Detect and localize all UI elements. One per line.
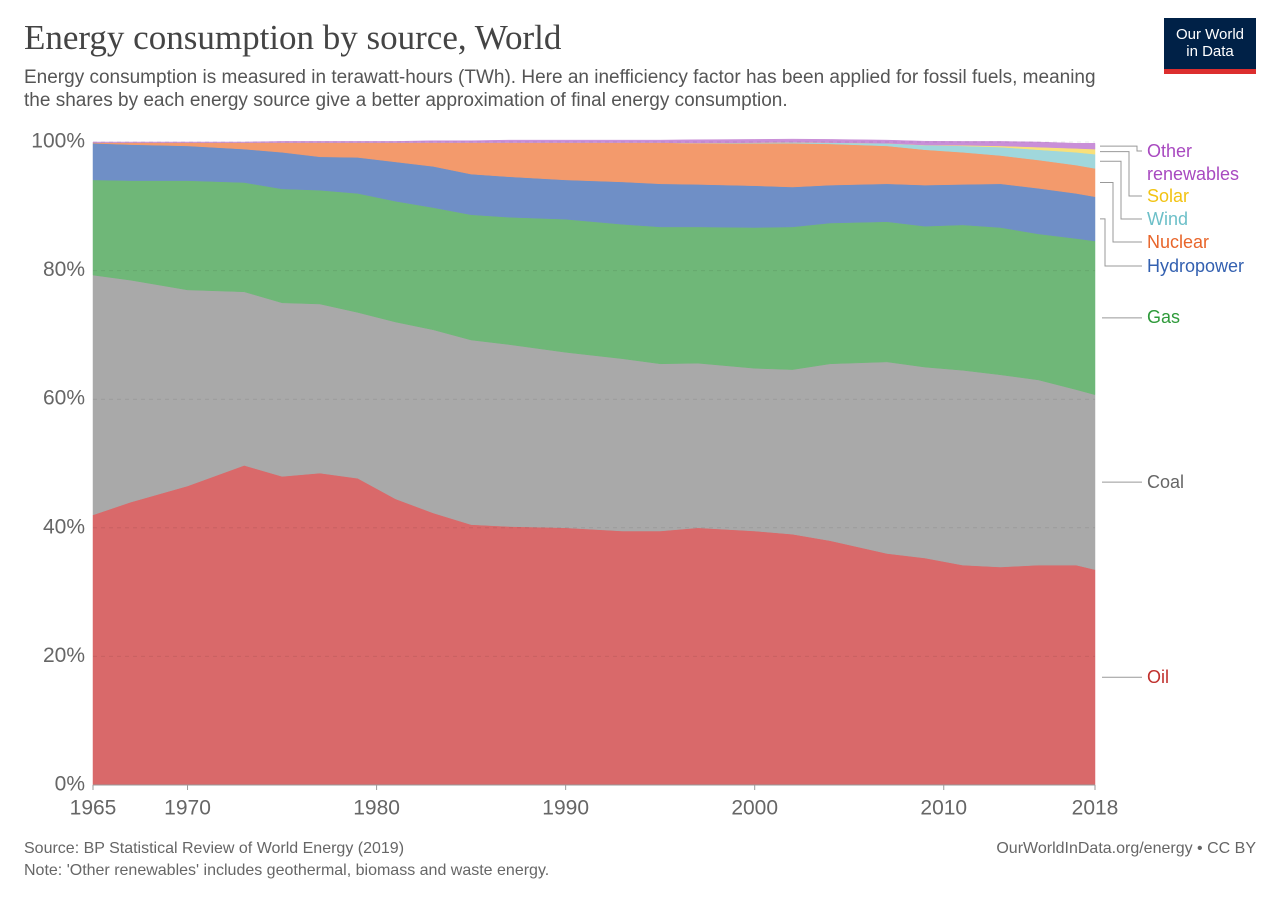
series-label[interactable]: Nuclear xyxy=(1147,231,1210,252)
label-connector xyxy=(1100,151,1142,197)
x-tick-label: 2000 xyxy=(731,797,778,820)
y-tick-label: 20% xyxy=(43,644,85,667)
y-tick-label: 60% xyxy=(43,387,85,410)
series-label[interactable]: Wind xyxy=(1147,208,1189,229)
series-label[interactable]: Solar xyxy=(1147,185,1190,206)
chart-title: Energy consumption by source, World xyxy=(24,18,562,57)
label-connector xyxy=(1100,218,1142,267)
logo[interactable]: Our World in Data xyxy=(1164,18,1256,74)
x-tick-label: 1980 xyxy=(353,797,400,820)
y-tick-label: 80% xyxy=(43,258,85,281)
y-tick-label: 100% xyxy=(31,130,85,153)
y-tick-label: 40% xyxy=(43,515,85,538)
note: Note: 'Other renewables' includes geothe… xyxy=(24,862,550,879)
series-label[interactable]: Oil xyxy=(1147,666,1169,687)
label-connector xyxy=(1100,182,1142,243)
y-tick-label: 0% xyxy=(55,773,85,796)
label-connector xyxy=(1100,145,1142,152)
x-tick-label: 1990 xyxy=(542,797,589,820)
logo-line: Our World xyxy=(1175,26,1245,43)
chart-subtitle: Energy consumption is measured in terawa… xyxy=(24,67,1096,111)
series-label[interactable]: Hydropower xyxy=(1147,255,1245,276)
x-tick-label: 2010 xyxy=(920,797,967,820)
x-tick-label: 1970 xyxy=(164,797,211,820)
x-tick-label: 2018 xyxy=(1072,797,1119,820)
source: Source: BP Statistical Review of World E… xyxy=(24,840,405,857)
x-tick-label: 1965 xyxy=(70,797,117,820)
series-label[interactable]: Other renewables xyxy=(1147,140,1240,184)
label-connector xyxy=(1100,160,1142,220)
series-label[interactable]: Coal xyxy=(1147,471,1185,492)
series-label[interactable]: Gas xyxy=(1147,307,1181,328)
source-url[interactable]: OurWorldInData.org/energy • CC BY xyxy=(996,840,1256,857)
area xyxy=(92,138,1096,150)
logo-line: in Data xyxy=(1186,43,1234,60)
